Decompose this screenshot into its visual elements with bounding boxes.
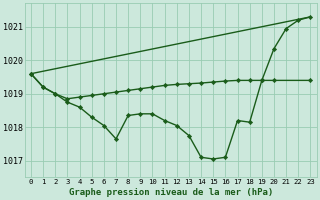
X-axis label: Graphe pression niveau de la mer (hPa): Graphe pression niveau de la mer (hPa) (68, 188, 273, 197)
